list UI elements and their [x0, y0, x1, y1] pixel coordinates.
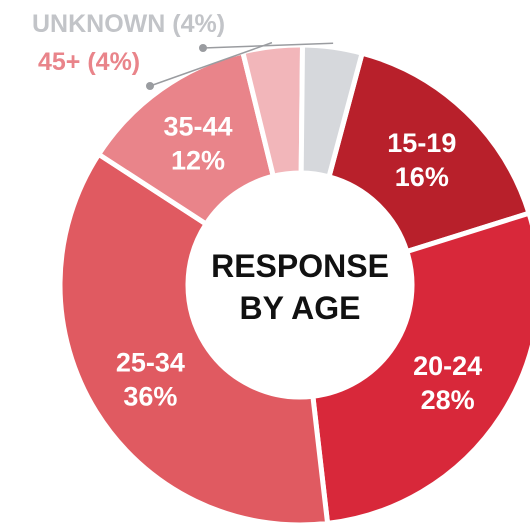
- slice-value-15-19: 16%: [395, 162, 449, 192]
- leader-line-45-plus: [149, 41, 273, 87]
- center-label-line-1: RESPONSE: [211, 248, 389, 284]
- donut-hole: [188, 173, 412, 397]
- outside-label-unknown: UNKNOWN (4%): [32, 10, 225, 38]
- slice-value-35-44: 12%: [171, 146, 225, 176]
- outside-label-45-plus: 45+ (4%): [38, 48, 140, 76]
- slice-label-15-19: 15-19: [387, 128, 456, 158]
- slice-label-35-44: 35-44: [164, 112, 233, 142]
- slice-value-25-34: 36%: [123, 382, 177, 412]
- leader-dot-45-plus: [146, 82, 154, 90]
- slice-label-20-24: 20-24: [413, 351, 482, 381]
- slice-value-20-24: 28%: [421, 385, 475, 415]
- slice-label-25-34: 25-34: [116, 348, 185, 378]
- center-label-line-2: BY AGE: [240, 290, 361, 326]
- leader-dot-unknown: [199, 44, 207, 52]
- slice-25-34: [57, 150, 331, 524]
- leader-line-unknown: [202, 42, 334, 49]
